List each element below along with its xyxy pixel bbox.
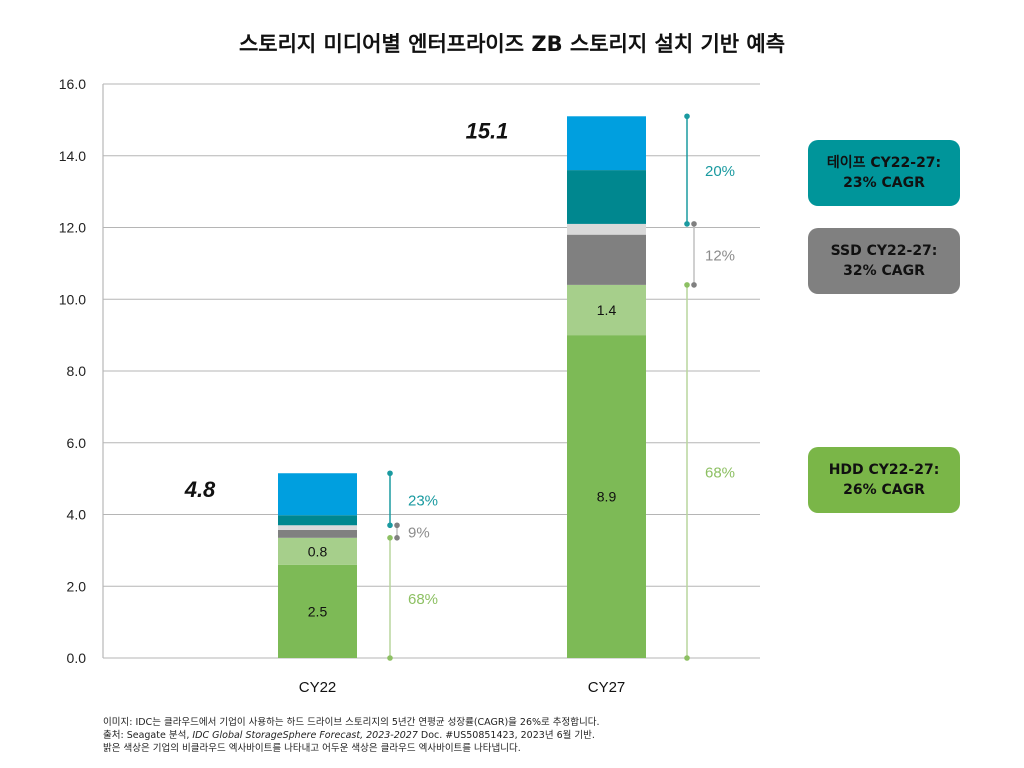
data-label: 1.4	[597, 302, 617, 318]
legend-hdd: HDD CY22-27: 26% CAGR	[808, 447, 960, 513]
bar-segment-hdd-noncloud	[278, 537, 357, 565]
footnotes: 이미지: IDC는 클라우드에서 기업이 사용하는 하드 드라이브 스토리지의 …	[103, 716, 600, 755]
x-tick-label: CY27	[588, 679, 626, 696]
data-label: 0.8	[308, 543, 328, 559]
y-tick-label: 0.0	[67, 650, 87, 666]
y-tick-label: 16.0	[59, 76, 86, 92]
legend-tape: 테이프 CY22-27: 23% CAGR	[808, 140, 960, 206]
bracket-dot	[394, 535, 400, 541]
bracket-dot	[691, 221, 697, 227]
legend-ssd-line1: SSD CY22-27:	[830, 243, 938, 259]
bracket-dot	[684, 655, 690, 661]
bracket-dot	[684, 113, 690, 120]
footnote-2: 출처: Seagate 분석, IDC Global StorageSphere…	[103, 729, 600, 742]
total-label: 15.1	[466, 118, 509, 143]
bracket-dot	[684, 221, 690, 227]
legend-hdd-line1: HDD CY22-27:	[828, 462, 940, 478]
legend-ssd: SSD CY22-27: 32% CAGR	[808, 228, 960, 294]
share-label-ssd: 12%	[705, 247, 735, 264]
y-tick-label: 10.0	[59, 291, 86, 307]
share-label-ssd: 9%	[408, 525, 430, 542]
bar-segment-ssd-cloud	[567, 234, 646, 285]
footnote-1: 이미지: IDC는 클라우드에서 기업이 사용하는 하드 드라이브 스토리지의 …	[103, 717, 600, 728]
y-tick-label: 4.0	[67, 507, 87, 523]
share-label-tape: 23%	[408, 492, 438, 509]
footnote-3: 밝은 색상은 기업의 비클라우드 엑사바이트를 나타내고 어두운 색상은 클라우…	[103, 743, 521, 754]
y-tick-label: 14.0	[59, 148, 86, 164]
y-tick-label: 8.0	[67, 363, 87, 379]
bracket-dot	[387, 470, 393, 477]
bar-segment-ssd-cloud	[278, 529, 357, 538]
legend-tape-line1: 테이프 CY22-27:	[826, 155, 942, 171]
x-tick-label: CY22	[299, 679, 337, 696]
bar-segment-hdd-noncloud	[567, 284, 646, 336]
data-label: 8.9	[597, 489, 617, 505]
bar-segment-hdd-cloud	[567, 335, 646, 658]
bar-segment-ssd-noncloud	[567, 223, 646, 235]
y-tick-label: 2.0	[67, 578, 87, 594]
bar-segment-tape-noncloud	[278, 473, 357, 516]
bracket-dot	[394, 522, 400, 529]
bar-segment-ssd-noncloud	[278, 525, 357, 530]
bracket-dot	[684, 282, 690, 288]
data-label: 2.5	[308, 603, 328, 619]
bar-segment-tape-noncloud	[567, 116, 646, 171]
bracket-dot	[691, 282, 697, 288]
chart-title: 스토리지 미디어별 엔터프라이즈 ZB 스토리지 설치 기반 예측	[238, 32, 786, 56]
legend-ssd-line2: 32% CAGR	[843, 263, 925, 279]
bracket-dot	[387, 655, 393, 661]
footnote-2-italic: IDC Global StorageSphere Forecast, 2023-…	[192, 730, 418, 741]
bracket-dot	[387, 522, 393, 529]
share-label-hdd: 68%	[705, 464, 735, 481]
legend-tape-line2: 23% CAGR	[843, 175, 925, 191]
y-tick-label: 12.0	[59, 220, 86, 236]
bar-segment-tape-cloud	[278, 515, 357, 526]
y-tick-label: 6.0	[67, 435, 87, 451]
bar-segment-tape-cloud	[567, 170, 646, 224]
legend-hdd-line2: 26% CAGR	[843, 482, 925, 498]
bracket-dot	[387, 535, 393, 541]
total-label: 4.8	[184, 477, 216, 502]
share-label-hdd: 68%	[408, 591, 438, 608]
footnote-2-prefix: 출처: Seagate 분석,	[103, 730, 193, 741]
share-label-tape: 20%	[705, 163, 735, 180]
bar-segment-hdd-cloud	[278, 564, 357, 658]
footnote-2-suffix: Doc. #US50851423, 2023년 6월 기반.	[417, 730, 595, 741]
